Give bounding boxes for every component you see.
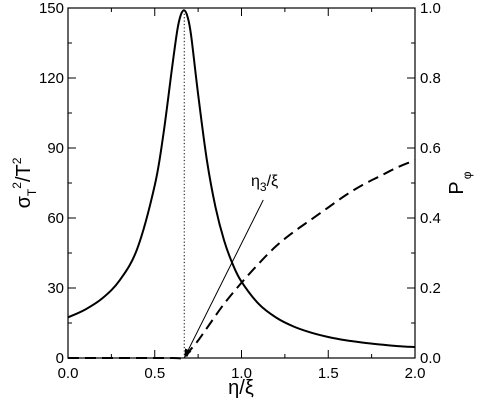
x-axis-title: η/ξ (228, 377, 254, 399)
y-left-tick-label: 150 (39, 0, 64, 17)
y-left-axis-ticks: 0 30 60 90 120 150 (39, 0, 76, 367)
series-line-sigma (67, 9, 416, 349)
annotation-arrow (183, 199, 264, 359)
plot-frame (67, 7, 416, 359)
y-right-tick-label: 0.4 (420, 210, 441, 227)
y-left-tick-label: 90 (47, 140, 64, 157)
y-right-axis-title: Pφ (446, 171, 474, 194)
x-axis-ticks: 0.0 0.5 1.0 1.5 2.0 (58, 8, 426, 382)
x-tick-label: 0.5 (144, 365, 165, 382)
y-left-tick-label: 60 (47, 210, 64, 227)
x-tick-label: 1.5 (318, 365, 339, 382)
y-left-tick-label: 30 (47, 280, 64, 297)
y-right-tick-label: 0.2 (420, 280, 441, 297)
y-left-tick-label: 0 (56, 350, 64, 367)
y-right-tick-label: 0.0 (420, 350, 441, 367)
series-layer (67, 9, 416, 360)
y-left-tick-label: 120 (39, 70, 64, 87)
x-tick-label: 0.0 (58, 365, 79, 382)
y-left-axis-title: σT2/T2 (10, 157, 39, 208)
y-right-tick-label: 0.6 (420, 140, 441, 157)
y-right-axis-ticks: 0.0 0.2 0.4 0.6 0.8 1.0 (407, 0, 441, 367)
annotation-label: η3/ξ (251, 173, 278, 194)
series-line-p-phi (68, 159, 416, 360)
x-tick-label: 1.0 (231, 365, 252, 382)
y-right-tick-label: 0.8 (420, 70, 441, 87)
y-right-tick-label: 1.0 (420, 0, 441, 17)
x-tick-label: 2.0 (405, 365, 426, 382)
